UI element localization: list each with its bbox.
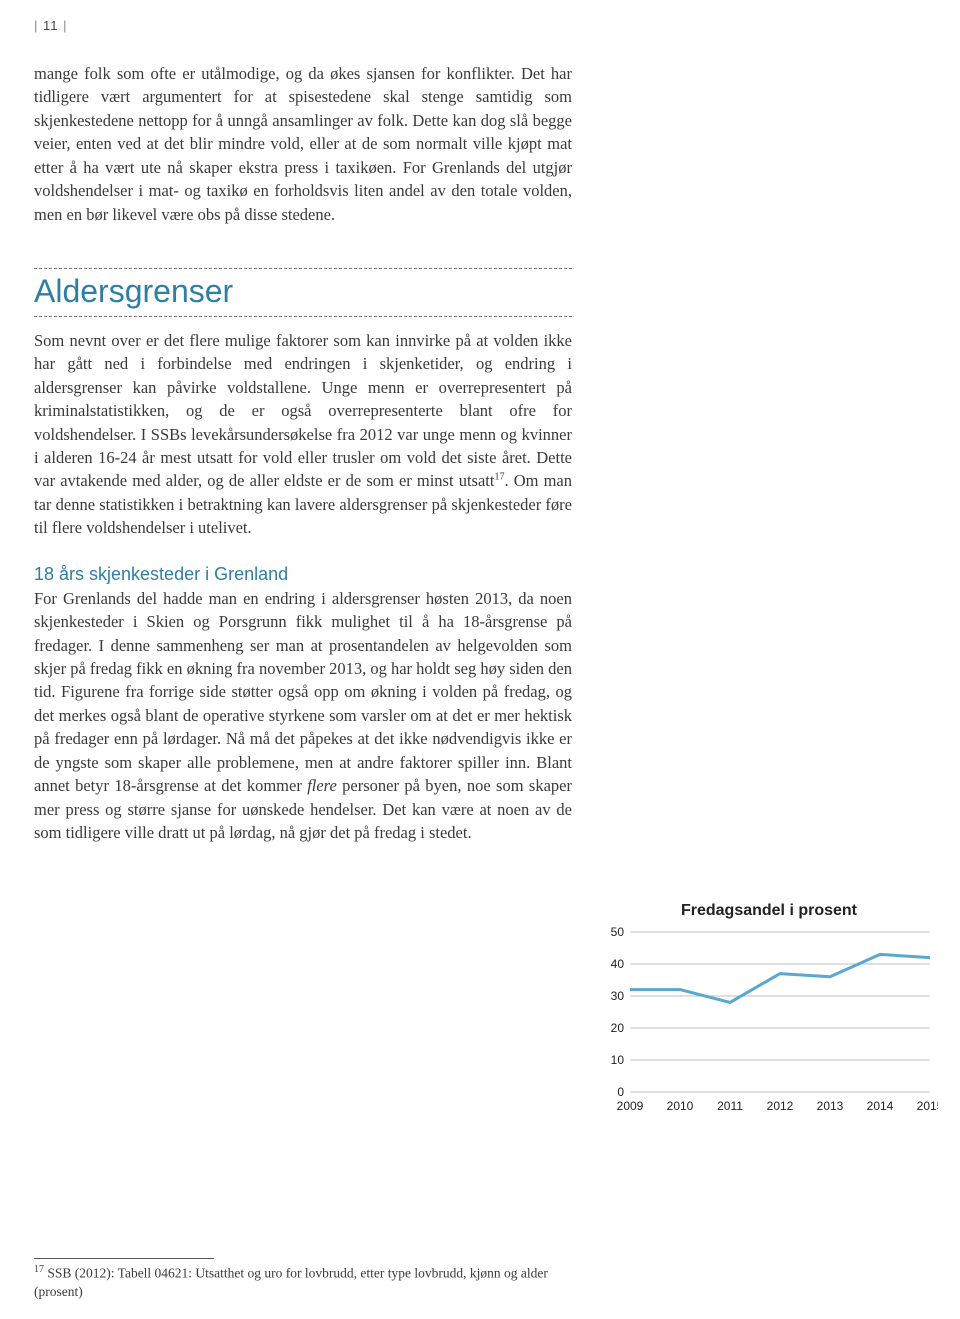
- bar-left: |: [34, 18, 38, 33]
- footnote: 17 SSB (2012): Tabell 04621: Utsatthet o…: [34, 1263, 574, 1301]
- paragraph-aldersgrenser: Som nevnt over er det flere mulige fakto…: [34, 329, 572, 540]
- para3-italic: flere: [307, 776, 337, 795]
- svg-text:2015: 2015: [917, 1099, 938, 1113]
- page-number: | 11 |: [34, 18, 68, 33]
- main-column: mange folk som ofte er utålmodige, og da…: [34, 62, 572, 844]
- svg-text:2013: 2013: [817, 1099, 844, 1113]
- svg-text:2011: 2011: [717, 1099, 743, 1113]
- svg-text:10: 10: [611, 1053, 625, 1067]
- svg-text:50: 50: [611, 926, 625, 939]
- chart-title: Fredagsandel i prosent: [600, 902, 938, 920]
- para2-sup: 17: [494, 472, 504, 483]
- page-number-value: 11: [43, 18, 59, 33]
- svg-text:40: 40: [611, 957, 625, 971]
- bar-right: |: [63, 18, 67, 33]
- svg-text:2010: 2010: [667, 1099, 694, 1113]
- paragraph-18aar: For Grenlands del hadde man en endring i…: [34, 587, 572, 845]
- svg-text:0: 0: [617, 1085, 624, 1099]
- footnote-sup: 17: [34, 1264, 44, 1275]
- svg-text:30: 30: [611, 989, 625, 1003]
- section-title-container: Aldersgrenser: [34, 268, 572, 317]
- section-title: Aldersgrenser: [34, 273, 572, 310]
- paragraph-intro: mange folk som ofte er utålmodige, og da…: [34, 62, 572, 226]
- chart-container: Fredagsandel i prosent 0 10 20 30 40 50 2009 20…: [600, 902, 938, 1122]
- svg-text:2009: 2009: [617, 1099, 644, 1113]
- footnote-text: SSB (2012): Tabell 04621: Utsatthet og u…: [34, 1266, 548, 1299]
- svg-text:2012: 2012: [767, 1099, 794, 1113]
- sub-title: 18 års skjenkesteder i Grenland: [34, 564, 572, 585]
- line-chart: 0 10 20 30 40 50 2009 2010 2011 2012 2013 2014 2015: [600, 926, 938, 1116]
- para2-a: Som nevnt over er det flere mulige fakto…: [34, 331, 572, 491]
- svg-text:2014: 2014: [867, 1099, 894, 1113]
- para3-a: For Grenlands del hadde man en endring i…: [34, 589, 572, 795]
- footnote-rule: [34, 1258, 214, 1259]
- svg-text:20: 20: [611, 1021, 625, 1035]
